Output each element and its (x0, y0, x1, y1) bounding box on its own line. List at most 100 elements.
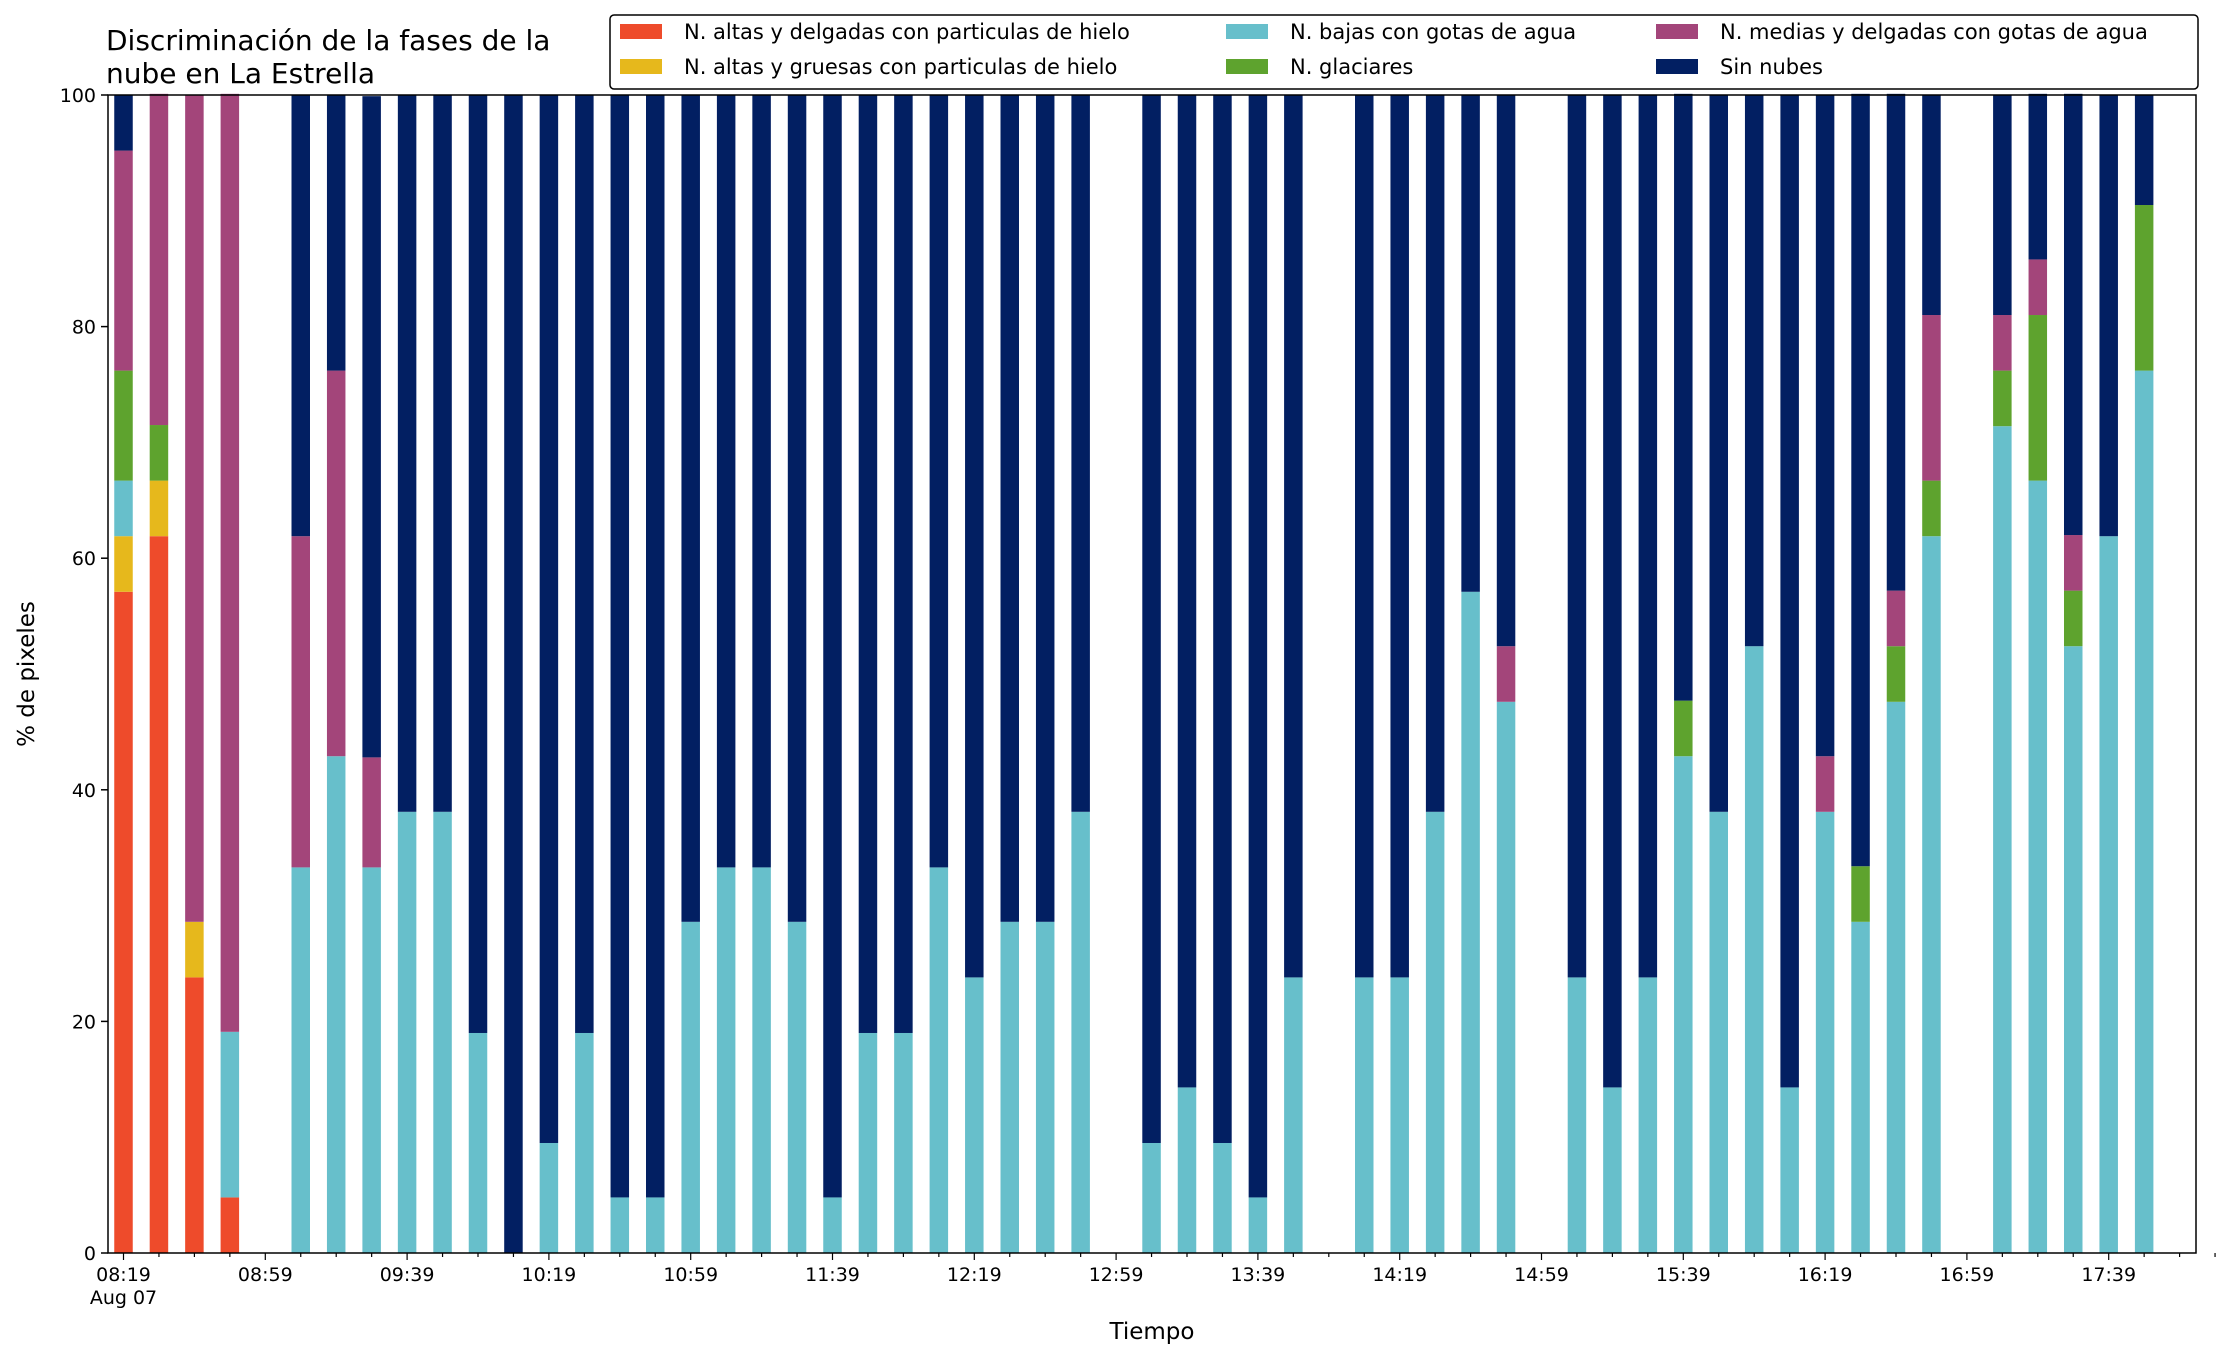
bar-segment-6-slot-31 (1213, 95, 1232, 1143)
bar-segment-3-slot-25 (1000, 921, 1019, 1253)
bar-segment-6-slot-27 (1071, 95, 1090, 812)
bar-segment-3-slot-29 (1142, 1142, 1161, 1253)
y-axis-label: % de pixeles (14, 601, 40, 747)
bar-segment-5-slot-50 (1886, 590, 1906, 647)
y-axis: 0 20 40 60 80 100 (60, 85, 108, 1265)
bar-segment-6-slot-12 (539, 95, 559, 1143)
bar-segment-3-slot-46 (1744, 646, 1764, 1253)
x-tick-label-8: 13:39 (1231, 1264, 1286, 1286)
bar-segment-1-slot-2 (185, 977, 204, 1253)
bar-segment-3-slot-18 (752, 867, 771, 1253)
bar-segment-4-slot-50 (1886, 646, 1906, 702)
bar-segment-6-slot-42 (1603, 95, 1622, 1088)
x-tick-label-4: 10:59 (663, 1264, 718, 1286)
bar-segment-6-slot-6 (326, 95, 346, 371)
x-tick-label-0: 08:19 (96, 1264, 151, 1286)
y-tick-label-3: 60 (72, 548, 96, 570)
bar-segment-6-slot-43 (1638, 95, 1658, 978)
bar-segment-6-slot-19 (787, 95, 807, 922)
bar-segment-4-slot-54 (2028, 315, 2048, 481)
x-tick-label-1: 08:59 (238, 1264, 293, 1286)
bar-segment-3-slot-39 (1496, 701, 1516, 1253)
bar-segment-3-slot-50 (1886, 701, 1906, 1253)
bar-segment-6-slot-15 (646, 95, 665, 1198)
plot-frame (107, 94, 2197, 1254)
bar-segment-6-slot-17 (716, 95, 736, 868)
bar-segment-4-slot-1 (149, 425, 169, 481)
legend-label-5: N. medias y delgadas con gotas de agua (1720, 20, 2148, 44)
bar-segment-4-slot-57 (2134, 205, 2154, 371)
bar-segment-3-slot-36 (1390, 977, 1409, 1253)
bar-segment-6-slot-23 (929, 95, 949, 868)
bar-segment-6-slot-30 (1177, 95, 1197, 1088)
bar-segment-5-slot-48 (1815, 756, 1835, 812)
bar-segment-1-slot-1 (149, 536, 169, 1253)
bar-segment-6-slot-29 (1142, 95, 1161, 1143)
bar-segment-6-slot-47 (1780, 95, 1799, 1088)
bar-segment-6-slot-36 (1390, 95, 1409, 978)
bar-segment-6-slot-48 (1815, 95, 1835, 757)
bar-segment-6-slot-57 (2134, 95, 2154, 206)
x-tick-label-11: 15:39 (1656, 1264, 1711, 1286)
bar-segment-6-slot-55 (2064, 93, 2083, 536)
bar-segment-6-slot-39 (1496, 95, 1516, 647)
bar-segment-3-slot-44 (1674, 756, 1693, 1253)
bar-segment-6-slot-8 (397, 95, 417, 812)
bar-segment-3-slot-20 (823, 1197, 842, 1253)
bar-segment-6-slot-56 (2099, 95, 2118, 537)
bar-segment-3-slot-9 (433, 811, 452, 1253)
bar-segment-6-slot-21 (858, 95, 878, 1033)
bar-segment-3-slot-21 (858, 1032, 878, 1253)
bar-segment-3-slot-53 (1993, 426, 2012, 1253)
x-tick-label-3: 10:19 (522, 1264, 577, 1286)
bar-segment-1-slot-3 (220, 1197, 240, 1253)
bar-segment-3-slot-13 (575, 1032, 594, 1253)
bar-segment-5-slot-54 (2028, 259, 2048, 316)
bar-segment-3-slot-17 (716, 867, 736, 1253)
bar-segment-6-slot-5 (291, 95, 310, 537)
bar-segment-6-slot-11 (504, 95, 523, 1253)
bar-segment-5-slot-5 (291, 536, 310, 868)
bar-segment-6-slot-18 (752, 95, 771, 868)
legend-label-2: N. altas y gruesas con particulas de hie… (684, 55, 1117, 79)
bar-segment-3-slot-8 (397, 811, 417, 1253)
bar-segment-3-slot-56 (2099, 536, 2118, 1253)
y-tick-label-2: 40 (72, 780, 96, 802)
bar-segment-5-slot-39 (1496, 646, 1516, 702)
bar-segment-6-slot-50 (1886, 93, 1906, 591)
x-tick-label-5: 11:39 (805, 1264, 860, 1286)
chart-title-line-1: Discriminación de la fases de la (106, 24, 550, 57)
bar-segment-3-slot-54 (2028, 480, 2048, 1253)
legend-label-3: N. bajas con gotas de agua (1290, 20, 1576, 44)
x-tick-label-2: 09:39 (380, 1264, 435, 1286)
bar-segment-3-slot-19 (787, 921, 807, 1253)
bar-segment-3-slot-31 (1213, 1142, 1232, 1253)
bar-segment-3-slot-24 (965, 977, 984, 1253)
bar-segment-3-slot-51 (1922, 536, 1941, 1253)
bar-segment-6-slot-13 (575, 95, 594, 1033)
x-tick-label-14: 17:39 (2081, 1264, 2136, 1286)
x-tick-label-9: 14:19 (1372, 1264, 1427, 1286)
bar-segment-6-slot-46 (1744, 95, 1764, 647)
bar-segment-3-slot-7 (362, 867, 381, 1253)
bar-segment-5-slot-55 (2064, 535, 2083, 591)
bar-segment-3-slot-35 (1355, 977, 1374, 1253)
bar-segment-3-slot-15 (646, 1197, 665, 1253)
bar-segment-5-slot-7 (362, 757, 381, 868)
bar-segment-3-slot-38 (1461, 591, 1480, 1253)
y-tick-label-0: 0 (84, 1243, 96, 1265)
bar-segment-4-slot-0 (114, 370, 133, 481)
bar-segment-3-slot-16 (681, 921, 700, 1253)
x-axis: 08:19 08:59 09:39 10:19 10:59 11:39 12:19 12:59… (90, 1253, 2216, 1309)
bar-segment-6-slot-0 (114, 95, 133, 151)
bar-segment-1-slot-0 (114, 591, 133, 1253)
bar-segment-3-slot-12 (539, 1142, 559, 1253)
bar-segment-3-slot-3 (220, 1031, 240, 1198)
bar-segment-6-slot-33 (1284, 95, 1303, 978)
bar-segment-3-slot-45 (1709, 811, 1728, 1253)
bar-segment-3-slot-37 (1425, 811, 1445, 1253)
bar-segment-6-slot-9 (433, 95, 452, 812)
legend-label-4: N. glaciares (1290, 55, 1413, 79)
bar-segment-6-slot-22 (894, 95, 913, 1033)
y-tick-label-1: 20 (72, 1011, 96, 1033)
